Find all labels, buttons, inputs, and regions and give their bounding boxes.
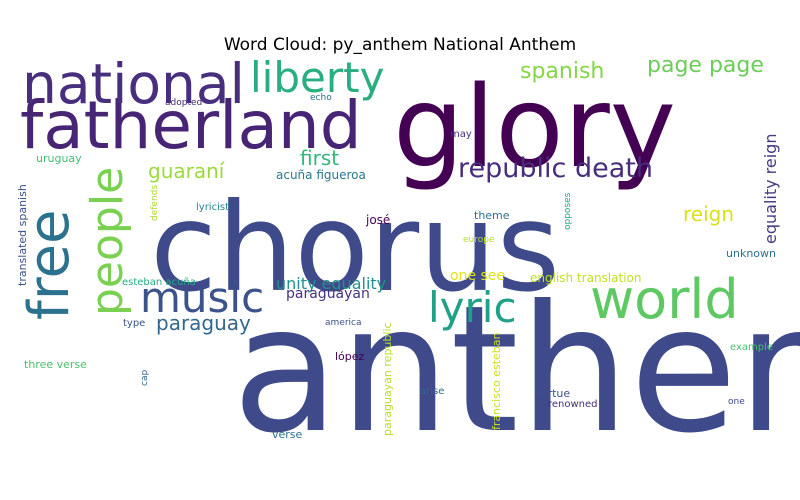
word-unity-equality: unity equality (276, 274, 386, 293)
word-three-verse: three verse (24, 358, 87, 371)
word-verse: verse (272, 428, 303, 441)
word-english-translation: english translation (530, 271, 641, 285)
word-anthem: anthem (232, 269, 800, 472)
word-type: type (123, 318, 145, 329)
word-lópez: lópez (335, 350, 365, 363)
word-unknown: unknown (726, 247, 776, 260)
word-example: example (730, 342, 773, 353)
word-translated-spanish: translated spanish (16, 184, 29, 286)
word-liberty: liberty (250, 53, 384, 102)
word-defends: defends (150, 185, 160, 221)
word-may: may (450, 129, 472, 140)
word-page-page: page page (647, 53, 764, 78)
word-uruguay: uruguay (36, 152, 82, 165)
word-reign: reign (683, 202, 734, 226)
word-glory: glory (393, 63, 676, 193)
word-first: first (300, 146, 339, 170)
word-free: free (17, 210, 82, 320)
word-virtue: virtue (538, 387, 570, 400)
word-paraguayan-republic: paraguayan republic (381, 322, 394, 436)
word-paraguayan: paraguayan (286, 286, 370, 302)
word-lyric: lyric (428, 283, 517, 332)
word-josé: josé (365, 213, 390, 227)
word-europe: europe (463, 235, 495, 245)
word-lyricist: lyricist (196, 202, 229, 213)
word-world: world (590, 268, 739, 331)
word-opposes: opposes (563, 192, 573, 230)
word-republic-death: republic death (458, 153, 653, 184)
chart-title: Word Cloud: py_anthem National Anthem (224, 35, 576, 55)
word-national: national (22, 52, 245, 116)
word-theme: theme (474, 209, 510, 222)
word-one-see: one see (450, 268, 505, 284)
word-adopted: adopted (165, 98, 202, 108)
word-paraguay: paraguay (156, 311, 251, 335)
word-guaraní: guaraní (148, 159, 226, 183)
word-spanish: spanish (520, 59, 604, 84)
word-chorus: chorus (150, 177, 560, 319)
word-acuña-figueroa: acuña figueroa (276, 168, 366, 182)
word-fatherland: fatherland (20, 87, 362, 164)
word-echo: echo (310, 93, 332, 103)
word-renowned: renowned (548, 399, 598, 410)
word-francisco-esteban: francisco esteban (490, 332, 503, 430)
word-people: people (82, 167, 133, 316)
word-america: america (325, 318, 361, 328)
word-esteban-acuña: esteban acuña (122, 277, 196, 288)
word-music: music (140, 273, 264, 322)
word-equality-reign: equality reign (761, 134, 780, 244)
word-one: one (728, 397, 745, 407)
word-arise: arise (420, 386, 444, 397)
word-cap: cap (140, 370, 150, 386)
